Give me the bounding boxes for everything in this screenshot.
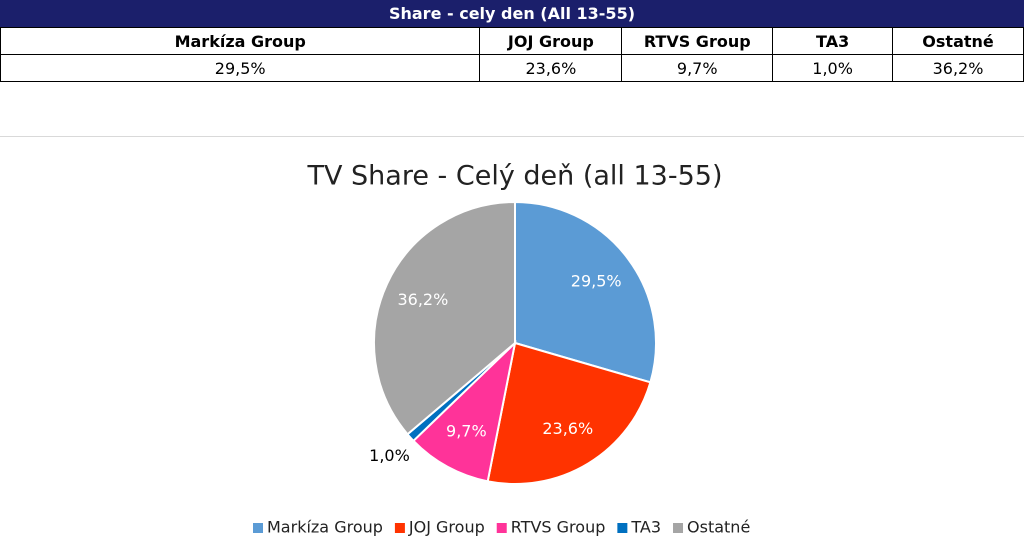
chart-title: TV Share - Celý deň (all 13-55) (307, 161, 723, 192)
header-row: Markíza Group JOJ Group RTVS Group TA3 O… (0, 27, 1024, 55)
legend-label: RTVS Group (511, 518, 606, 537)
table-title: Share - cely den (All 13-55) (0, 0, 1024, 27)
share-table: Markíza Group JOJ Group RTVS Group TA3 O… (0, 27, 1024, 82)
header-cell: TA3 (772, 27, 894, 55)
legend-swatch (253, 523, 263, 533)
header-cell: JOJ Group (479, 27, 623, 55)
legend-label: JOJ Group (408, 518, 485, 537)
data-label: 29,5% (571, 272, 622, 291)
legend-label: Markíza Group (267, 518, 383, 537)
separator (0, 136, 1024, 137)
data-label: 36,2% (397, 290, 448, 309)
data-label: 1,0% (369, 446, 410, 465)
data-row: 29,5% 23,6% 9,7% 1,0% 36,2% (0, 54, 1024, 82)
header-cell: Markíza Group (0, 27, 481, 55)
cell: 1,0% (772, 54, 894, 82)
pie-slice (373, 200, 516, 436)
chart: TV Share - Celý deň (all 13-55) 29,5% 23,… (253, 161, 750, 537)
header-cell: Ostatné (892, 27, 1024, 55)
cell: 23,6% (479, 54, 623, 82)
pie-slice (514, 200, 657, 384)
cell: 9,7% (621, 54, 774, 82)
pie-slice (486, 341, 652, 485)
legend-label: TA3 (630, 518, 661, 537)
header-cell: RTVS Group (621, 27, 774, 55)
legend-swatch (617, 523, 628, 533)
data-label: 9,7% (446, 422, 487, 441)
legend-swatch (496, 523, 507, 533)
cell: 36,2% (892, 54, 1024, 82)
cell: 29,5% (0, 54, 481, 82)
legend-swatch (394, 523, 405, 533)
legend-swatch (673, 523, 684, 533)
pie-slice (412, 340, 517, 483)
legend-label: Ostatné (687, 518, 750, 537)
data-label: 23,6% (542, 419, 593, 438)
